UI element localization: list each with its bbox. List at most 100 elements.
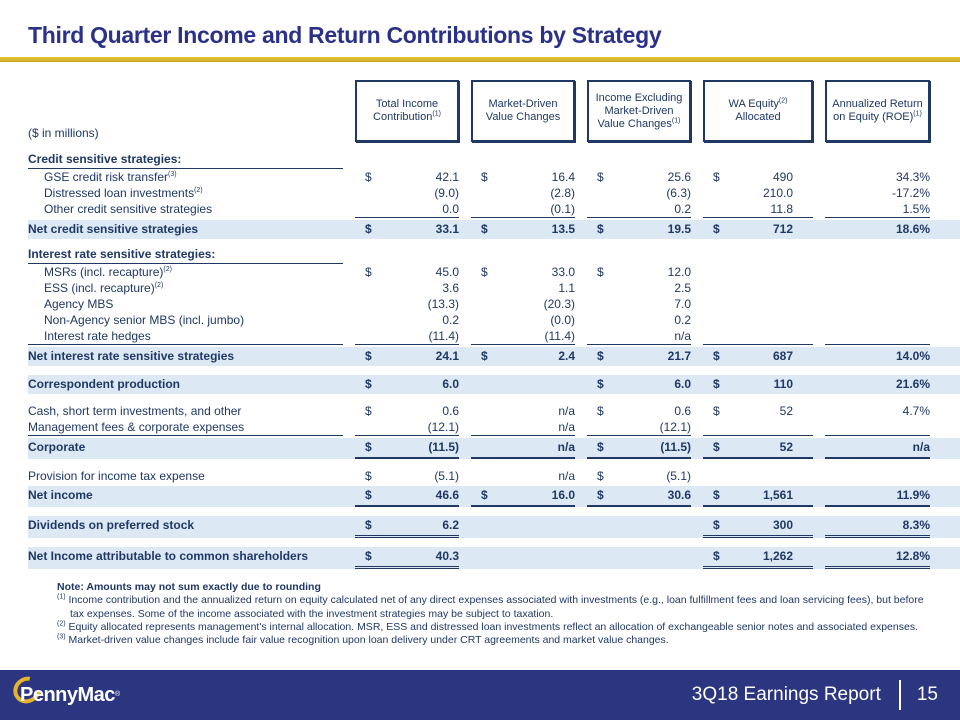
footer-right: 3Q18 Earnings Report 15 <box>692 680 938 710</box>
value-cell: 11.9% <box>825 486 930 507</box>
table-row: Net interest rate sensitive strategies $2… <box>28 347 960 366</box>
value-cell <box>825 419 930 436</box>
value-cell: (2.8) <box>550 186 575 200</box>
column-header-box: Annualized Return on Equity (ROE)(1) <box>825 80 930 142</box>
value-cell: $110 <box>713 377 793 391</box>
value-cell: $712 <box>713 222 793 236</box>
table-row: Provision for income tax expense $ (5.1) n/… <box>28 468 960 484</box>
value-cell: 0.0 <box>355 201 459 218</box>
value-cell <box>471 375 575 394</box>
table-row: Distressed loan investments(2) (9.0) (2.8)… <box>28 185 960 201</box>
value-cell: 0.2 <box>674 313 691 327</box>
value-cell: $46.6 <box>355 486 459 507</box>
value-cell: $21.7 <box>597 349 691 363</box>
pennymac-logo: PennyMac ® <box>8 670 120 709</box>
value-cell: 7.0 <box>674 297 691 311</box>
value-cell <box>471 245 575 264</box>
value-cell: (20.3) <box>543 297 575 311</box>
units-label: ($ in millions) <box>28 126 99 140</box>
value-cell <box>703 245 813 264</box>
row-label: Net Income attributable to common shareh… <box>28 549 309 563</box>
value-cell: $0.6 <box>597 404 691 418</box>
table-row: Corporate $ (11.5) n/a $ (11.5) $52 n/a <box>28 438 960 459</box>
title-gold-rule <box>0 57 960 62</box>
column-header-box: Total Income Contribution(1) <box>355 80 459 142</box>
footnotes-section: Note: Amounts may not sum exactly due to… <box>0 571 960 647</box>
row-label: Corporate <box>28 440 86 454</box>
value-cell: (13.3) <box>427 297 459 311</box>
value-cell: 12.8% <box>825 547 930 569</box>
row-label: Other credit sensitive strategies <box>44 202 213 216</box>
value-cell <box>703 468 813 484</box>
value-cell: n/a <box>471 419 575 436</box>
value-cell: n/a <box>471 438 575 459</box>
strategy-table-body: Credit sensitive strategies: GSE credit r… <box>28 150 960 569</box>
row-label: Net credit sensitive strategies <box>28 222 199 236</box>
value-cell: $ (5.1) <box>597 469 691 483</box>
value-cell: (0.0) <box>550 313 575 327</box>
value-cell: (11.4) <box>355 328 459 345</box>
footer-bar: PennyMac ® 3Q18 Earnings Report 15 <box>0 670 960 720</box>
row-label: Dividends on preferred stock <box>28 518 195 532</box>
note-heading: Note: Amounts may not sum exactly due to… <box>57 581 321 593</box>
table-row: Credit sensitive strategies: <box>28 150 960 169</box>
value-cell: $16.0 <box>471 486 575 507</box>
value-cell: $ (5.1) <box>365 469 459 483</box>
row-label: Non-Agency senior MBS (incl. jumbo) <box>44 313 245 327</box>
value-cell: (12.1) <box>587 419 691 436</box>
value-cell: $45.0 <box>365 265 459 279</box>
table-row: Net Income attributable to common shareh… <box>28 547 960 569</box>
table-row: Correspondent production $6.0 $6.0 $110 21.6… <box>28 375 960 394</box>
value-cell: (12.1) <box>355 419 459 436</box>
value-cell: $1,262 <box>703 547 813 569</box>
value-cell <box>703 328 813 345</box>
value-cell: 1.1 <box>558 281 575 295</box>
value-cell: $42.1 <box>365 170 459 184</box>
value-cell <box>825 328 930 345</box>
footer-divider <box>898 680 901 710</box>
value-cell: 3.6 <box>442 281 459 295</box>
value-cell: 34.3% <box>895 170 930 184</box>
table-row: Other credit sensitive strategies 0.0 (0.1… <box>28 201 960 218</box>
value-cell: (0.1) <box>471 201 575 218</box>
row-label: Credit sensitive strategies: <box>28 150 343 169</box>
page-title: Third Quarter Income and Return Contribu… <box>28 22 662 48</box>
value-cell: $2.4 <box>481 349 575 363</box>
value-cell: $ (11.5) <box>355 438 459 459</box>
value-cell: $52 <box>703 438 813 459</box>
row-label: Net interest rate sensitive strategies <box>28 349 235 363</box>
value-cell: 11.8 <box>703 201 813 218</box>
table-row: ESS (incl. recapture)(2) 3.6 1.1 2.5 <box>28 280 960 296</box>
value-cell: n/a <box>558 469 575 483</box>
value-cell: n/a <box>558 404 575 418</box>
value-cell <box>587 547 691 569</box>
value-cell: $52 <box>713 404 793 418</box>
value-cell: $0.6 <box>365 404 459 418</box>
footnote: (3) Market-driven value changes include … <box>57 633 669 647</box>
value-cell <box>471 150 575 169</box>
row-label: Interest rate sensitive strategies: <box>28 245 343 264</box>
value-cell <box>355 245 459 264</box>
column-header-box: Income Excluding Market-Driven Value Chang… <box>587 80 691 142</box>
value-cell: 8.3% <box>825 516 930 538</box>
row-label: GSE credit risk transfer(3) <box>44 170 177 184</box>
value-cell <box>471 547 575 569</box>
table-row: MSRs (incl. recapture)(2) $45.0 $33.0 $12.0 <box>28 264 960 280</box>
value-cell <box>703 150 813 169</box>
value-cell: 18.6% <box>895 222 930 236</box>
value-cell: $687 <box>713 349 793 363</box>
row-label: Interest rate hedges <box>28 328 343 345</box>
table-row: Management fees & corporate expenses (12.… <box>28 419 960 436</box>
value-cell: 0.2 <box>587 201 691 218</box>
value-cell <box>703 419 813 436</box>
row-label: Distressed loan investments(2) <box>44 186 203 200</box>
row-label: Provision for income tax expense <box>28 469 205 483</box>
value-cell: $33.0 <box>481 265 575 279</box>
value-cell: $6.0 <box>597 377 691 391</box>
table-row: Interest rate sensitive strategies: <box>28 245 960 264</box>
row-label: Management fees & corporate expenses <box>28 419 343 436</box>
row-label: Net income <box>28 488 93 502</box>
value-cell: $24.1 <box>365 349 459 363</box>
table-row: GSE credit risk transfer(3) $42.1 $16.4 $25… <box>28 169 960 185</box>
table-row: Agency MBS (13.3) (20.3) 7.0 <box>28 296 960 312</box>
